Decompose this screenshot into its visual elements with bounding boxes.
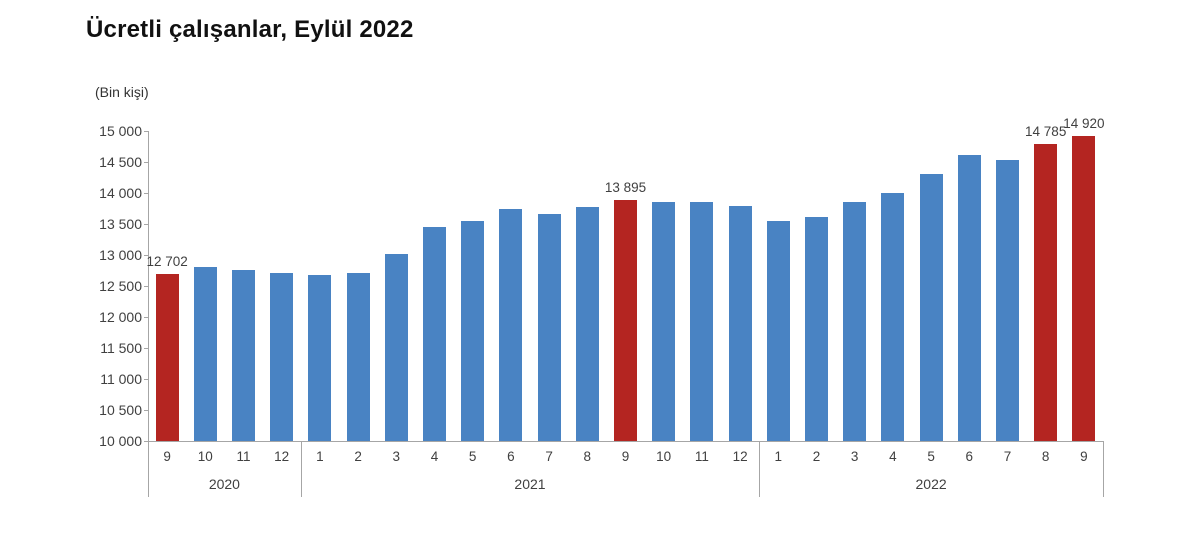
- y-tick-label: 12 500: [99, 278, 142, 294]
- y-tick-label: 11 500: [100, 340, 142, 356]
- y-tick-mark: [144, 193, 148, 194]
- y-tick-label: 14 000: [99, 185, 142, 201]
- y-tick-mark: [144, 410, 148, 411]
- y-tick-mark: [144, 441, 148, 442]
- y-tick-mark: [144, 131, 148, 132]
- x-month-label: 11: [236, 449, 251, 464]
- year-separator: [1103, 441, 1104, 497]
- x-month-label: 1: [316, 449, 324, 464]
- year-label-2020: 2020: [208, 476, 240, 492]
- x-month-label: 6: [507, 449, 515, 464]
- y-tick-label: 14 500: [99, 154, 142, 170]
- x-month-label: 4: [889, 449, 897, 464]
- x-month-label: 4: [430, 449, 439, 464]
- x-month-label: 3: [392, 449, 401, 464]
- x-month-label: 7: [1003, 449, 1012, 464]
- y-tick-label: 10 500: [99, 402, 142, 418]
- x-month-label: 9: [1080, 449, 1088, 464]
- bar-2021-12: [728, 206, 752, 441]
- bar-2020-12: [270, 272, 294, 441]
- bar-2022-2: [805, 216, 828, 441]
- x-month-label: 2: [354, 449, 362, 464]
- x-month-label: 1: [774, 449, 783, 464]
- x-month-label: 9: [621, 449, 630, 464]
- bar-2021-11: [690, 202, 714, 441]
- x-month-label: 5: [468, 449, 477, 464]
- x-month-label: 8: [583, 449, 592, 464]
- y-tick-mark: [144, 379, 148, 380]
- y-tick-mark: [144, 255, 148, 256]
- bar-2021-2: [346, 272, 370, 441]
- bar-2022-1: [766, 220, 790, 441]
- y-tick-mark: [144, 224, 148, 225]
- bar-2021-3: [384, 254, 408, 441]
- x-month-label: 5: [927, 449, 935, 464]
- y-tick-label: 10 000: [99, 433, 142, 449]
- x-month-label: 10: [656, 449, 672, 464]
- x-month-label: 10: [197, 449, 213, 464]
- bar-2021-4: [423, 226, 446, 441]
- bar-2021-10: [652, 201, 676, 441]
- y-tick-mark: [144, 348, 148, 349]
- y-tick-mark: [144, 286, 148, 287]
- x-month-label: 11: [694, 449, 709, 464]
- y-axis-unit-label: (Bin kişi): [95, 84, 149, 100]
- y-tick-mark: [144, 162, 148, 163]
- x-month-label: 6: [965, 449, 974, 464]
- y-tick-label: 11 000: [100, 371, 142, 387]
- y-axis-line: [148, 131, 149, 441]
- bar-value-label: 12 702: [146, 253, 188, 269]
- x-month-label: 7: [545, 449, 553, 464]
- y-tick-label: 13 500: [99, 216, 142, 232]
- x-month-label: 12: [274, 449, 290, 464]
- y-tick-label: 12 000: [99, 309, 142, 325]
- x-axis-line: [148, 441, 1103, 442]
- bar-2020-11: [232, 269, 255, 441]
- bar-2022-7: [996, 159, 1019, 441]
- bar-2022-9: [1072, 136, 1096, 441]
- y-tick-label: 13 000: [99, 247, 142, 263]
- x-month-label: 9: [163, 449, 171, 464]
- y-tick-label: 15 000: [99, 123, 142, 139]
- bar-2021-1: [308, 274, 332, 441]
- bar-2020-9: [155, 273, 179, 441]
- year-separator: [300, 441, 302, 497]
- bar-value-label: 13 895: [604, 179, 647, 195]
- page-title: Ücretli çalışanlar, Eylül 2022: [86, 16, 414, 43]
- bar-2022-8: [1034, 144, 1058, 441]
- bar-value-label: 14 785: [1025, 124, 1067, 140]
- year-label-2022: 2022: [915, 476, 947, 492]
- x-month-label: 3: [850, 449, 859, 464]
- x-month-label: 8: [1041, 449, 1050, 464]
- bar-2021-8: [575, 207, 599, 441]
- bar-2021-9: [614, 199, 637, 441]
- bar-2022-3: [843, 201, 867, 441]
- bar-2021-7: [537, 213, 561, 441]
- x-month-label: 2: [812, 449, 821, 464]
- x-month-label: 12: [732, 449, 748, 464]
- y-tick-mark: [144, 317, 148, 318]
- year-label-2021: 2021: [514, 476, 546, 492]
- bar-2022-6: [957, 154, 981, 441]
- bar-2022-4: [881, 193, 905, 441]
- bar-2021-6: [499, 209, 523, 441]
- year-separator: [759, 441, 761, 497]
- bar-2020-10: [193, 266, 217, 441]
- bar-value-label: 14 920: [1063, 116, 1105, 131]
- bar-2021-5: [461, 220, 485, 441]
- bar-2022-5: [919, 174, 943, 441]
- year-separator: [148, 441, 149, 497]
